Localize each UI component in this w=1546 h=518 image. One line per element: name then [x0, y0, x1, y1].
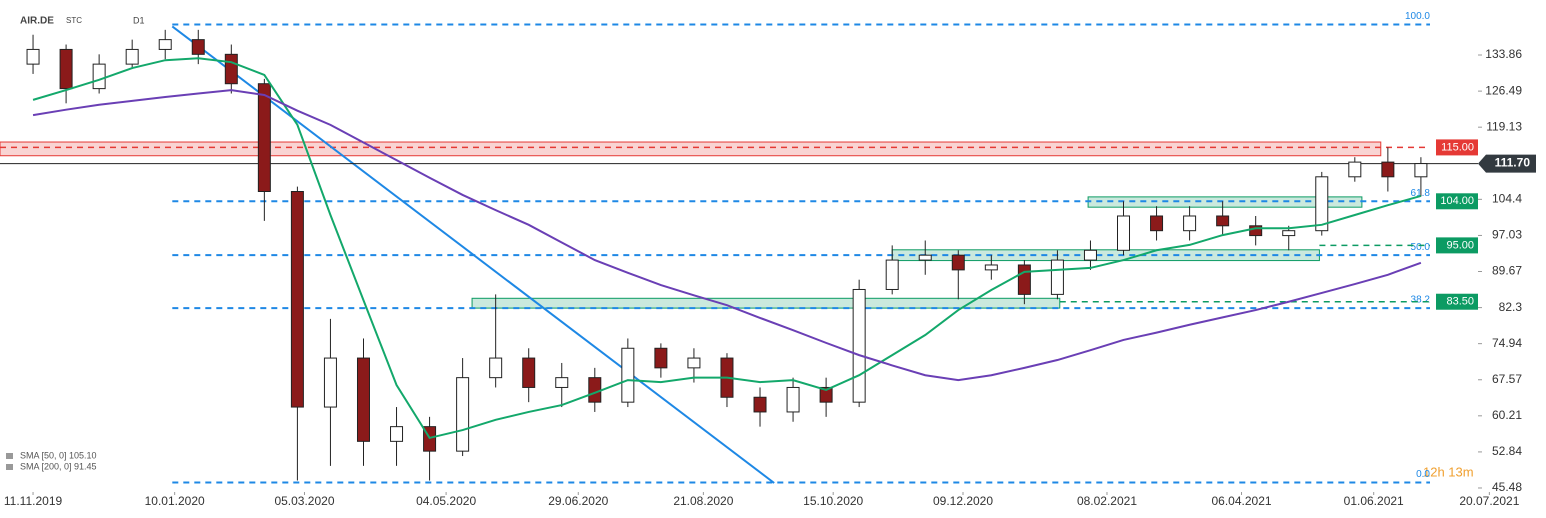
level-box	[1436, 193, 1478, 210]
y-tick-label: 126.49	[1485, 83, 1522, 97]
candle-body	[1150, 215, 1164, 232]
x-tick-label: 05.03.2020	[274, 494, 334, 508]
current-label: 111.70	[1495, 156, 1531, 170]
y-tick-label: 74.94	[1492, 336, 1522, 350]
x-tick-label: 04.05.2020	[416, 494, 476, 508]
sma-line	[32, 57, 1422, 440]
level-label: 104.00	[1440, 195, 1474, 207]
candle-body	[588, 377, 602, 403]
candle-body	[951, 254, 965, 271]
candle-body	[224, 53, 238, 85]
level-label: 115.00	[1441, 141, 1474, 153]
x-tick-label: 29.06.2020	[548, 494, 608, 508]
current-box	[1478, 154, 1536, 173]
candle-body	[1381, 161, 1395, 178]
symbol: AIR.DE	[20, 16, 54, 27]
zone	[0, 141, 1382, 157]
candle-body	[456, 377, 470, 452]
fib-label: 50.0	[1411, 242, 1431, 253]
candle-body	[1183, 215, 1197, 232]
candle-body	[390, 426, 404, 442]
interval: D1	[133, 15, 145, 25]
legend-icon	[6, 453, 13, 459]
candle-body	[158, 39, 172, 50]
candle-body	[1315, 176, 1329, 232]
candle-body	[125, 48, 139, 65]
x-tick-label: 06.04.2021	[1211, 494, 1271, 508]
level-label: 83.50	[1446, 296, 1474, 308]
candle-body	[1414, 163, 1428, 178]
candle-body	[753, 396, 767, 413]
candle-body	[191, 39, 205, 55]
market: STC	[66, 16, 82, 25]
candle-body	[819, 386, 833, 403]
y-tick-label: 133.86	[1485, 47, 1522, 61]
candle-body	[885, 259, 899, 290]
y-tick-label: 67.57	[1492, 372, 1522, 386]
legend-entry: SMA [50, 0] 105.10	[20, 450, 97, 460]
level-box	[1436, 139, 1478, 156]
candle-body	[59, 48, 73, 90]
candle-body	[1050, 259, 1064, 295]
candle-body	[687, 357, 701, 369]
fib-label: 100.0	[1405, 11, 1430, 22]
candle-body	[257, 83, 271, 192]
x-tick-label: 11.11.2019	[4, 494, 63, 508]
x-tick-label: 10.01.2020	[145, 494, 205, 508]
candle-body	[489, 357, 503, 379]
candle-body	[290, 190, 304, 408]
legend-entry: SMA [200, 0] 91.45	[20, 461, 97, 471]
x-tick-label: 15.10.2020	[803, 494, 863, 508]
legend-icon	[6, 464, 13, 470]
candle-body	[984, 264, 998, 271]
candle-body	[26, 48, 40, 65]
candle-body	[92, 63, 106, 90]
candle-body	[621, 347, 635, 403]
candle-body	[1348, 161, 1362, 178]
y-tick-label: 60.21	[1492, 408, 1522, 422]
trendline	[171, 25, 775, 484]
y-tick-label: 119.13	[1486, 119, 1522, 133]
y-tick-label: 104.4	[1492, 192, 1522, 206]
candle-body	[918, 254, 932, 261]
sma-line	[32, 89, 1422, 382]
y-tick-label: 89.67	[1492, 264, 1522, 278]
y-tick-label: 82.3	[1499, 300, 1523, 314]
y-tick-label: 45.48	[1492, 480, 1522, 494]
candle-body	[1083, 249, 1097, 261]
candle-body	[654, 347, 668, 369]
candle-body	[555, 377, 569, 388]
timer: 12h 13m	[1423, 464, 1474, 479]
candle-body	[1282, 230, 1296, 237]
candle-body	[1017, 264, 1031, 295]
candle-body	[522, 357, 536, 388]
y-tick-label: 52.84	[1492, 444, 1522, 458]
y-tick-label: 97.03	[1492, 228, 1522, 242]
candle-body	[786, 386, 800, 413]
candle-body	[852, 288, 866, 403]
level-label: 95.00	[1446, 239, 1474, 251]
candle-body	[1216, 215, 1230, 227]
fib-label: 0.0	[1416, 469, 1430, 480]
x-tick-label: 20.07.2021	[1459, 494, 1519, 508]
x-tick-label: 08.02.2021	[1077, 494, 1137, 508]
candle-body	[356, 357, 370, 442]
zone	[471, 297, 1061, 309]
level-box	[1436, 293, 1478, 310]
x-tick-label: 21.08.2020	[673, 494, 733, 508]
x-tick-label: 09.12.2020	[933, 494, 993, 508]
candle-body	[323, 357, 337, 408]
candle-body	[1249, 225, 1263, 237]
fib-label: 38.2	[1411, 295, 1431, 306]
level-box	[1436, 237, 1478, 254]
candle-body	[1117, 215, 1131, 251]
x-tick-label: 01.06.2021	[1344, 494, 1404, 508]
